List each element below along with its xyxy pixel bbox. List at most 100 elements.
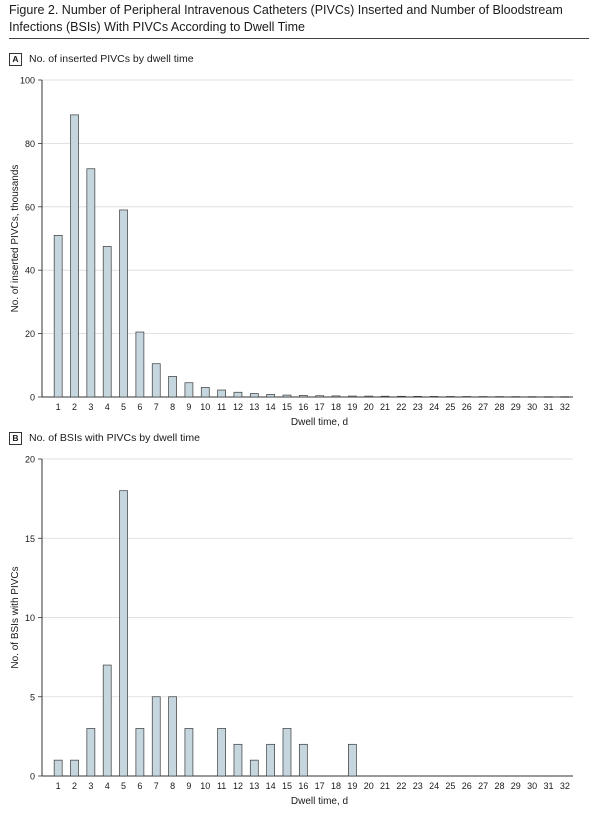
panel-a-header: A No. of inserted PIVCs by dwell time: [9, 52, 194, 66]
b-x-tick-label: 16: [298, 781, 308, 791]
a-bar: [348, 395, 357, 398]
a-bar: [70, 114, 79, 398]
b-x-tick-label: 25: [445, 781, 455, 791]
b-x-tick-label: 18: [331, 781, 341, 791]
a-bar: [446, 396, 455, 398]
a-x-tick-label: 27: [478, 402, 488, 412]
a-bar: [200, 387, 210, 398]
a-x-tick-label: 23: [413, 402, 423, 412]
a-x-tick-label: 7: [154, 402, 159, 412]
b-x-tick-label: 5: [121, 781, 126, 791]
a-y-tick-label: 60: [25, 202, 35, 212]
a-bar: [462, 396, 472, 398]
a-y-tick-label: 80: [25, 139, 35, 149]
b-x-tick-label: 7: [154, 781, 159, 791]
b-x-tick-label: 11: [217, 781, 226, 791]
b-bar: [217, 728, 226, 777]
b-bar: [151, 696, 161, 777]
a-y-tick-label: 20: [25, 329, 35, 339]
a-x-tick-label: 4: [105, 402, 110, 412]
title-divider: [9, 38, 589, 39]
b-x-tick-label: 29: [511, 781, 521, 791]
a-x-axis-title: Dwell time, d: [291, 417, 348, 428]
a-bar: [413, 396, 423, 398]
b-x-tick-label: 30: [527, 781, 537, 791]
a-x-tick-label: 3: [88, 402, 93, 412]
b-bar: [135, 728, 145, 777]
a-x-tick-label: 14: [266, 402, 276, 412]
a-x-tick-label: 18: [331, 402, 341, 412]
b-x-tick-label: 10: [200, 781, 210, 791]
b-x-tick-label: 6: [137, 781, 142, 791]
b-x-tick-label: 20: [364, 781, 374, 791]
b-bar: [119, 490, 128, 777]
b-bar: [168, 696, 177, 777]
b-bar: [282, 728, 292, 777]
b-x-tick-label: 23: [413, 781, 423, 791]
b-bar: [70, 759, 79, 777]
a-bar: [511, 396, 521, 398]
b-x-tick-label: 31: [543, 781, 553, 791]
a-bar: [102, 246, 112, 398]
b-bar: [86, 728, 96, 777]
b-x-tick-label: 21: [380, 781, 390, 791]
b-x-tick-label: 2: [72, 781, 77, 791]
b-x-tick-label: 15: [282, 781, 292, 791]
b-x-tick-label: 27: [478, 781, 488, 791]
a-bar: [429, 396, 439, 398]
a-x-tick-label: 26: [462, 402, 472, 412]
a-y-tick-label: 0: [30, 393, 35, 403]
a-bar: [53, 234, 63, 398]
b-x-tick-label: 1: [56, 781, 61, 791]
a-x-tick-label: 17: [315, 402, 325, 412]
a-bar: [168, 376, 177, 398]
figure-title: Figure 2. Number of Peripheral Intraveno…: [9, 3, 563, 34]
b-bar: [53, 759, 63, 777]
b-x-tick-label: 19: [347, 781, 357, 791]
a-x-tick-label: 11: [217, 402, 226, 412]
panel-b-label: No. of BSIs with PIVCs by dwell time: [29, 432, 200, 444]
a-x-tick-label: 20: [364, 402, 374, 412]
a-x-tick-label: 8: [170, 402, 175, 412]
a-x-tick-label: 5: [121, 402, 126, 412]
a-x-tick-label: 19: [347, 402, 357, 412]
panel-b-letter: B: [9, 431, 22, 445]
b-x-tick-label: 17: [315, 781, 325, 791]
a-bar: [478, 396, 488, 398]
a-bar: [331, 395, 341, 398]
a-bar: [544, 396, 553, 398]
a-x-tick-label: 13: [249, 402, 259, 412]
a-x-tick-label: 30: [527, 402, 537, 412]
b-bar: [348, 743, 357, 777]
a-bar: [151, 363, 161, 398]
a-bar: [560, 396, 570, 398]
a-bar: [527, 396, 537, 398]
b-x-tick-label: 22: [396, 781, 406, 791]
b-bar: [298, 743, 308, 777]
b-y-tick-label: 0: [30, 772, 35, 782]
b-x-tick-label: 12: [233, 781, 243, 791]
b-y-tick-label: 15: [25, 534, 35, 544]
a-bar: [184, 382, 194, 398]
a-x-tick-label: 31: [543, 402, 553, 412]
a-x-tick-label: 21: [380, 402, 390, 412]
a-bar: [86, 168, 96, 398]
b-x-tick-label: 13: [249, 781, 259, 791]
a-bar: [397, 395, 406, 398]
a-bar: [119, 209, 128, 398]
b-bar: [266, 743, 275, 777]
a-bar: [298, 395, 308, 398]
panel-a-label: No. of inserted PIVCs by dwell time: [29, 53, 194, 65]
a-x-tick-label: 24: [429, 402, 439, 412]
b-bar: [249, 759, 259, 777]
a-x-tick-label: 9: [186, 402, 191, 412]
a-x-tick-label: 29: [511, 402, 521, 412]
b-y-tick-label: 5: [30, 692, 35, 702]
a-x-tick-label: 22: [396, 402, 406, 412]
b-bar: [102, 664, 112, 777]
b-x-tick-label: 24: [429, 781, 439, 791]
b-x-tick-label: 14: [266, 781, 276, 791]
b-bar: [233, 743, 243, 777]
